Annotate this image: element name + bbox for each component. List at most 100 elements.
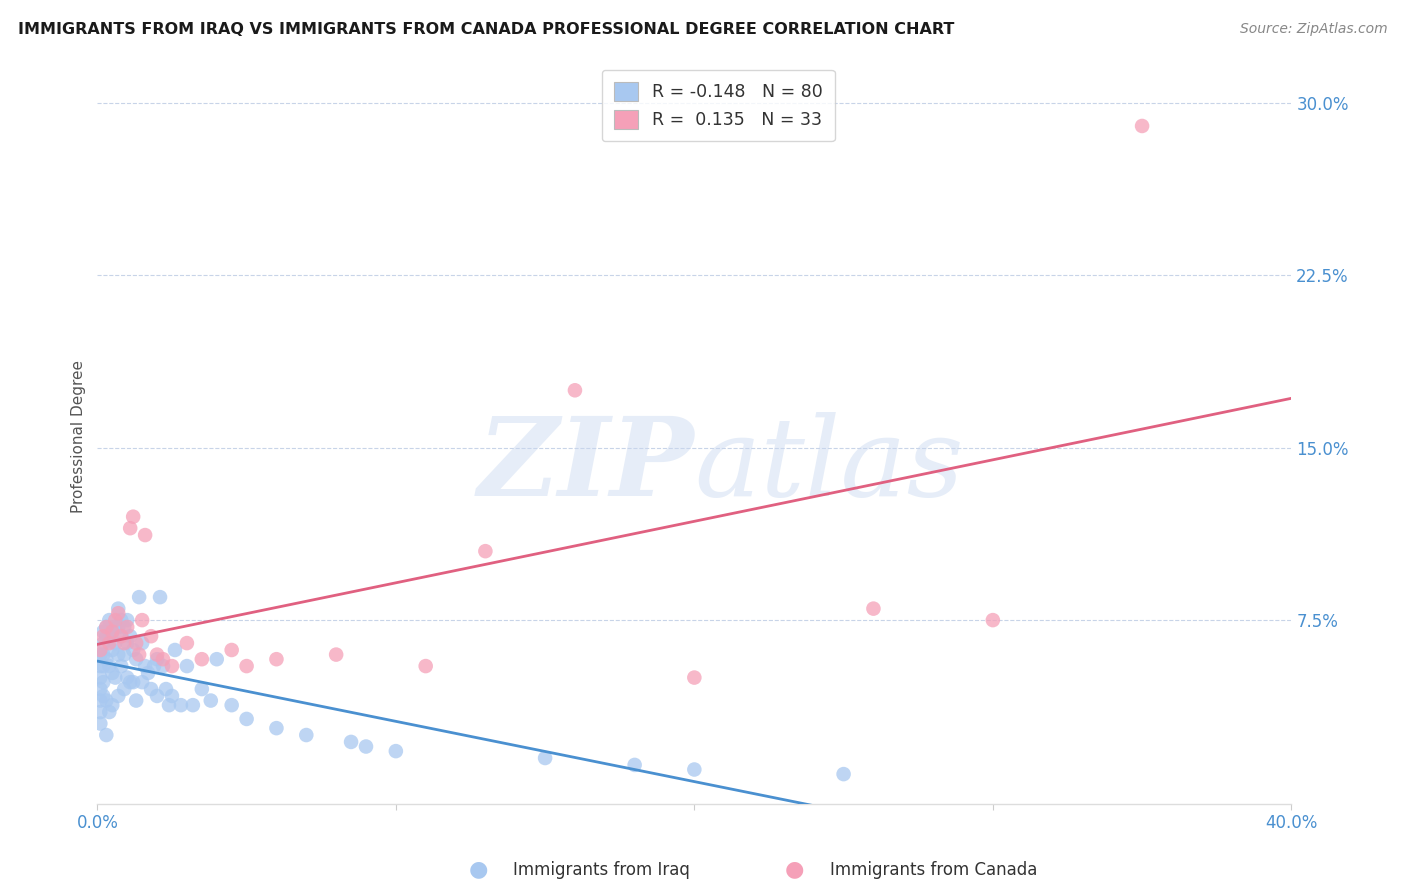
Point	[832, 767, 855, 781]
Text: ●: ●	[785, 860, 804, 880]
Point	[89, 648, 111, 662]
Point	[89, 659, 111, 673]
Point	[98, 629, 121, 643]
Point	[125, 693, 148, 707]
Point	[98, 705, 121, 719]
Point	[112, 648, 135, 662]
Point	[152, 659, 174, 673]
Point	[89, 671, 111, 685]
Point	[181, 698, 204, 713]
Point	[96, 620, 118, 634]
Point	[176, 659, 198, 673]
Point	[120, 675, 142, 690]
Point	[235, 712, 257, 726]
Point	[91, 624, 114, 639]
Point	[981, 613, 1004, 627]
Point	[354, 739, 377, 754]
Point	[101, 643, 124, 657]
Text: ZIP: ZIP	[478, 412, 695, 519]
Point	[125, 652, 148, 666]
Point	[131, 636, 153, 650]
Point	[176, 636, 198, 650]
Point	[221, 643, 243, 657]
Point	[122, 675, 145, 690]
Point	[110, 659, 132, 673]
Point	[564, 384, 586, 398]
Point	[89, 693, 111, 707]
Point	[136, 665, 159, 680]
Point	[107, 620, 129, 634]
Point	[112, 620, 135, 634]
Point	[91, 629, 114, 643]
Point	[266, 721, 288, 735]
Point	[155, 681, 177, 696]
Point	[146, 648, 169, 662]
Point	[98, 613, 121, 627]
Point	[683, 671, 706, 685]
Point	[122, 509, 145, 524]
Text: Immigrants from Iraq: Immigrants from Iraq	[513, 861, 690, 879]
Point	[534, 751, 557, 765]
Point	[128, 590, 150, 604]
Point	[104, 671, 127, 685]
Point	[862, 601, 884, 615]
Point	[115, 636, 138, 650]
Point	[112, 636, 135, 650]
Point	[101, 665, 124, 680]
Point	[266, 652, 288, 666]
Point	[191, 681, 214, 696]
Point	[91, 636, 114, 650]
Point	[474, 544, 496, 558]
Point	[128, 648, 150, 662]
Point	[134, 528, 156, 542]
Point	[91, 659, 114, 673]
Point	[96, 728, 118, 742]
Point	[104, 620, 127, 634]
Point	[325, 648, 347, 662]
Point	[98, 659, 121, 673]
Point	[143, 659, 166, 673]
Point	[139, 681, 162, 696]
Point	[107, 601, 129, 615]
Point	[157, 698, 180, 713]
Point	[160, 689, 183, 703]
Text: IMMIGRANTS FROM IRAQ VS IMMIGRANTS FROM CANADA PROFESSIONAL DEGREE CORRELATION C: IMMIGRANTS FROM IRAQ VS IMMIGRANTS FROM …	[18, 22, 955, 37]
Text: Source: ZipAtlas.com: Source: ZipAtlas.com	[1240, 22, 1388, 37]
Point	[205, 652, 228, 666]
Point	[107, 689, 129, 703]
Point	[91, 648, 114, 662]
Point	[415, 659, 437, 673]
Point	[101, 624, 124, 639]
Point	[96, 620, 118, 634]
Point	[235, 659, 257, 673]
Point	[131, 613, 153, 627]
Point	[110, 629, 132, 643]
Text: atlas: atlas	[695, 412, 965, 519]
Text: Immigrants from Canada: Immigrants from Canada	[830, 861, 1036, 879]
Point	[107, 648, 129, 662]
Point	[101, 698, 124, 713]
Point	[170, 698, 193, 713]
Legend: R = -0.148   N = 80, R =  0.135   N = 33: R = -0.148 N = 80, R = 0.135 N = 33	[602, 70, 835, 142]
Point	[191, 652, 214, 666]
Point	[89, 705, 111, 719]
Point	[89, 681, 111, 696]
Point	[98, 636, 121, 650]
Point	[107, 606, 129, 620]
Point	[104, 613, 127, 627]
Point	[683, 763, 706, 777]
Point	[110, 629, 132, 643]
Point	[125, 636, 148, 650]
Point	[160, 659, 183, 673]
Point	[149, 590, 172, 604]
Point	[104, 636, 127, 650]
Point	[96, 629, 118, 643]
Point	[146, 689, 169, 703]
Point	[200, 693, 222, 707]
Point	[340, 735, 363, 749]
Point	[146, 652, 169, 666]
Point	[110, 613, 132, 627]
Point	[115, 671, 138, 685]
Point	[295, 728, 318, 742]
Point	[101, 624, 124, 639]
